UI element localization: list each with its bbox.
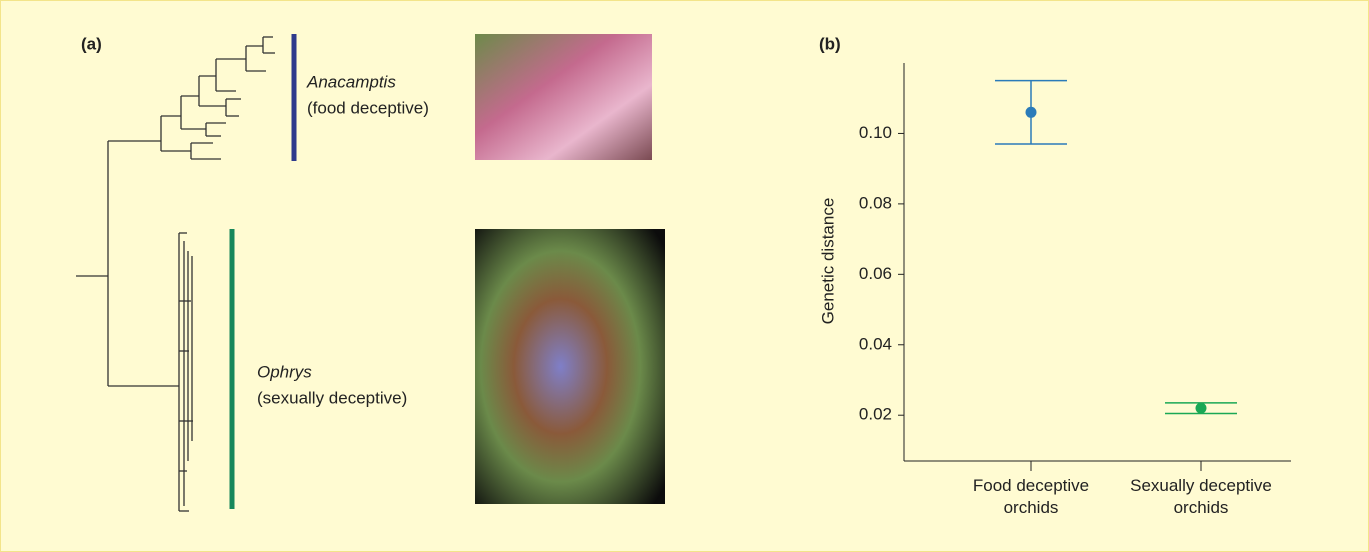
y-axis-label: Genetic distance [818, 198, 837, 325]
panel-label: (a) [81, 34, 102, 53]
group-note: (food deceptive) [307, 98, 429, 117]
phylogenetic-tree [76, 37, 275, 511]
y-tick-label: 0.10 [859, 123, 892, 142]
panel-label: (b) [819, 34, 841, 53]
y-tick-label: 0.08 [859, 193, 892, 212]
group-name: Ophrys [257, 362, 312, 381]
figure-svg: (a) Anacamptis (food deceptive) Ophrys (… [1, 1, 1368, 551]
group-name: Anacamptis [306, 72, 396, 91]
x-tick-label: Food deceptive orchids [966, 475, 1096, 519]
orchid-photo [475, 34, 652, 160]
x-tick-label: Sexually deceptive orchids [1116, 475, 1286, 519]
y-tick-label: 0.06 [859, 264, 892, 283]
y-tick-label: 0.02 [859, 405, 892, 424]
figure: (a) Anacamptis (food deceptive) Ophrys (… [0, 0, 1369, 552]
group-note: (sexually deceptive) [257, 388, 407, 407]
y-tick-label: 0.04 [859, 334, 892, 353]
orchid-photo [475, 229, 665, 504]
point [1196, 403, 1207, 414]
point [1026, 107, 1037, 118]
